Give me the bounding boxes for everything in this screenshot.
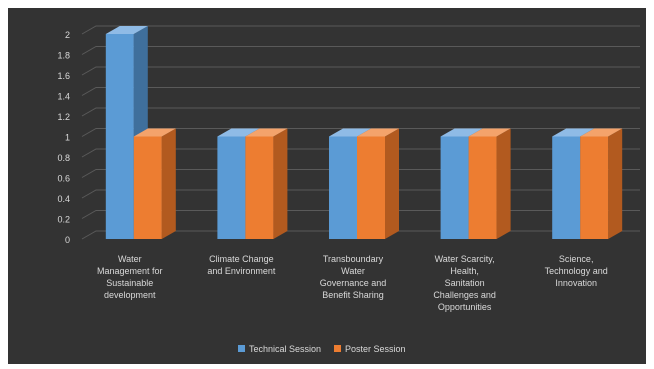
bar-side — [385, 128, 399, 239]
y-tick-label: 0.8 — [57, 153, 70, 163]
y-axis-tick-labels: 0 0.2 0.4 0.6 0.8 1 1.2 1.4 1.6 1.8 2 — [57, 30, 70, 245]
chart-background — [8, 8, 646, 364]
gridline — [81, 66, 640, 76]
gridline — [81, 107, 640, 117]
bar-top — [580, 128, 623, 137]
category-label: Climate Change and Environment — [207, 254, 276, 276]
legend-label: Technical Session — [249, 344, 321, 354]
bar-front — [329, 136, 357, 239]
bar-top — [468, 128, 511, 137]
gridline — [81, 25, 640, 35]
bar-front — [440, 136, 469, 239]
bar-side — [161, 128, 176, 239]
y-tick-label: 0.4 — [57, 194, 70, 204]
bar-front — [580, 136, 609, 239]
bar-front — [245, 136, 274, 239]
y-tick-label: 1.6 — [57, 71, 70, 81]
bar-top — [105, 26, 148, 34]
bar-front — [217, 136, 246, 239]
legend-swatch — [238, 345, 245, 352]
x-axis-category-labels: Water Management for Sustainable developmen… — [97, 254, 608, 312]
bar-front — [133, 136, 162, 239]
gridline — [81, 46, 640, 55]
y-tick-label: 2 — [65, 30, 70, 40]
bar — [357, 128, 399, 239]
y-tick-label: 0 — [65, 235, 70, 245]
legend-label: Poster Session — [345, 344, 406, 354]
y-tick-label: 1.2 — [57, 112, 70, 122]
bar-front — [468, 136, 497, 239]
category-label: Transboundary Water Governance and Benefit … — [320, 254, 387, 300]
y-tick-label: 0.6 — [57, 174, 70, 184]
y-tick-label: 1 — [65, 133, 70, 143]
bar-front — [357, 136, 385, 239]
bar-side — [608, 128, 623, 239]
category-label: Science, Technology and Innovation — [545, 254, 608, 288]
bar — [468, 128, 511, 239]
y-tick-label: 1.4 — [57, 92, 70, 102]
legend-swatch — [334, 345, 341, 352]
category-label: Water Management for Sustainable developmen… — [97, 254, 163, 300]
y-tick-label: 1.8 — [57, 51, 70, 61]
bar-top — [133, 128, 176, 137]
gridlines — [81, 25, 640, 240]
bar-front — [105, 34, 134, 239]
bar-top — [357, 128, 399, 137]
bar — [580, 128, 623, 239]
y-tick-label: 0.2 — [57, 215, 70, 225]
category-label: Water Scarcity, Health, Sanitation Challeng… — [433, 254, 496, 312]
bar — [245, 128, 288, 239]
bar-side — [273, 128, 288, 239]
bar-side — [496, 128, 511, 239]
bar-top — [245, 128, 288, 137]
bar-front — [552, 136, 581, 239]
bar — [133, 128, 176, 239]
bars — [105, 26, 623, 239]
legend: Technical Session Poster Session — [238, 344, 406, 354]
gridline — [81, 87, 640, 96]
